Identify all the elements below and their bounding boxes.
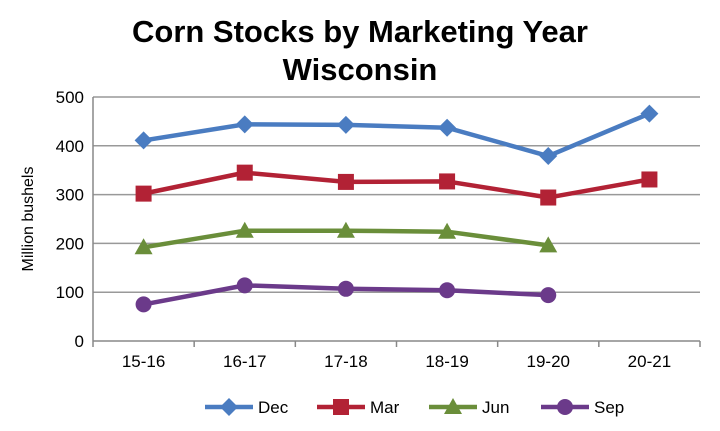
data-point-jun xyxy=(539,236,558,253)
chart-subtitle: Wisconsin xyxy=(282,52,438,87)
series-line-mar xyxy=(143,170,650,200)
legend-label-sep: Sep xyxy=(594,398,624,417)
data-point-dec xyxy=(438,118,457,137)
y-tick-label: 0 xyxy=(75,332,84,351)
legend-marker-dec xyxy=(220,398,238,416)
x-tick-label: 19-20 xyxy=(527,352,570,371)
data-point-mar xyxy=(236,164,253,181)
data-point-mar xyxy=(337,173,354,190)
data-point-sep xyxy=(236,277,253,294)
y-tick-label: 200 xyxy=(56,234,84,253)
y-tick-label: 300 xyxy=(56,186,84,205)
data-point-mar xyxy=(540,189,557,206)
chart-title: Corn Stocks by Marketing Year xyxy=(132,14,588,49)
legend-marker-sep xyxy=(557,399,573,415)
data-point-dec xyxy=(539,147,558,166)
y-tick-label: 100 xyxy=(56,283,84,302)
data-point-dec xyxy=(235,115,254,134)
y-axis-label: Million bushels xyxy=(20,167,37,272)
x-tick-label: 18-19 xyxy=(425,352,468,371)
legend-label-mar: Mar xyxy=(370,398,400,417)
data-point-mar xyxy=(641,171,658,188)
data-point-sep xyxy=(337,280,354,297)
data-point-mar xyxy=(135,185,152,202)
data-point-dec xyxy=(336,115,355,134)
legend-label-dec: Dec xyxy=(258,398,289,417)
x-tick-label: 15-16 xyxy=(122,352,165,371)
y-tick-label: 400 xyxy=(56,137,84,156)
legend-marker-jun xyxy=(444,398,462,414)
x-tick-label: 20-21 xyxy=(628,352,671,371)
data-point-jun xyxy=(438,222,457,239)
data-point-sep xyxy=(135,296,152,313)
data-point-sep xyxy=(540,287,557,304)
data-point-mar xyxy=(439,173,456,190)
data-point-jun xyxy=(134,238,153,255)
data-point-dec xyxy=(640,104,659,123)
series-line-dec xyxy=(143,111,651,159)
data-point-sep xyxy=(439,282,456,299)
data-point-jun xyxy=(235,221,254,238)
legend-marker-mar xyxy=(333,399,349,415)
x-tick-label: 17-18 xyxy=(324,352,367,371)
x-tick-label: 16-17 xyxy=(223,352,266,371)
y-tick-label: 500 xyxy=(56,88,84,107)
data-point-jun xyxy=(336,221,355,238)
data-point-dec xyxy=(134,131,153,150)
legend-label-jun: Jun xyxy=(482,398,509,417)
